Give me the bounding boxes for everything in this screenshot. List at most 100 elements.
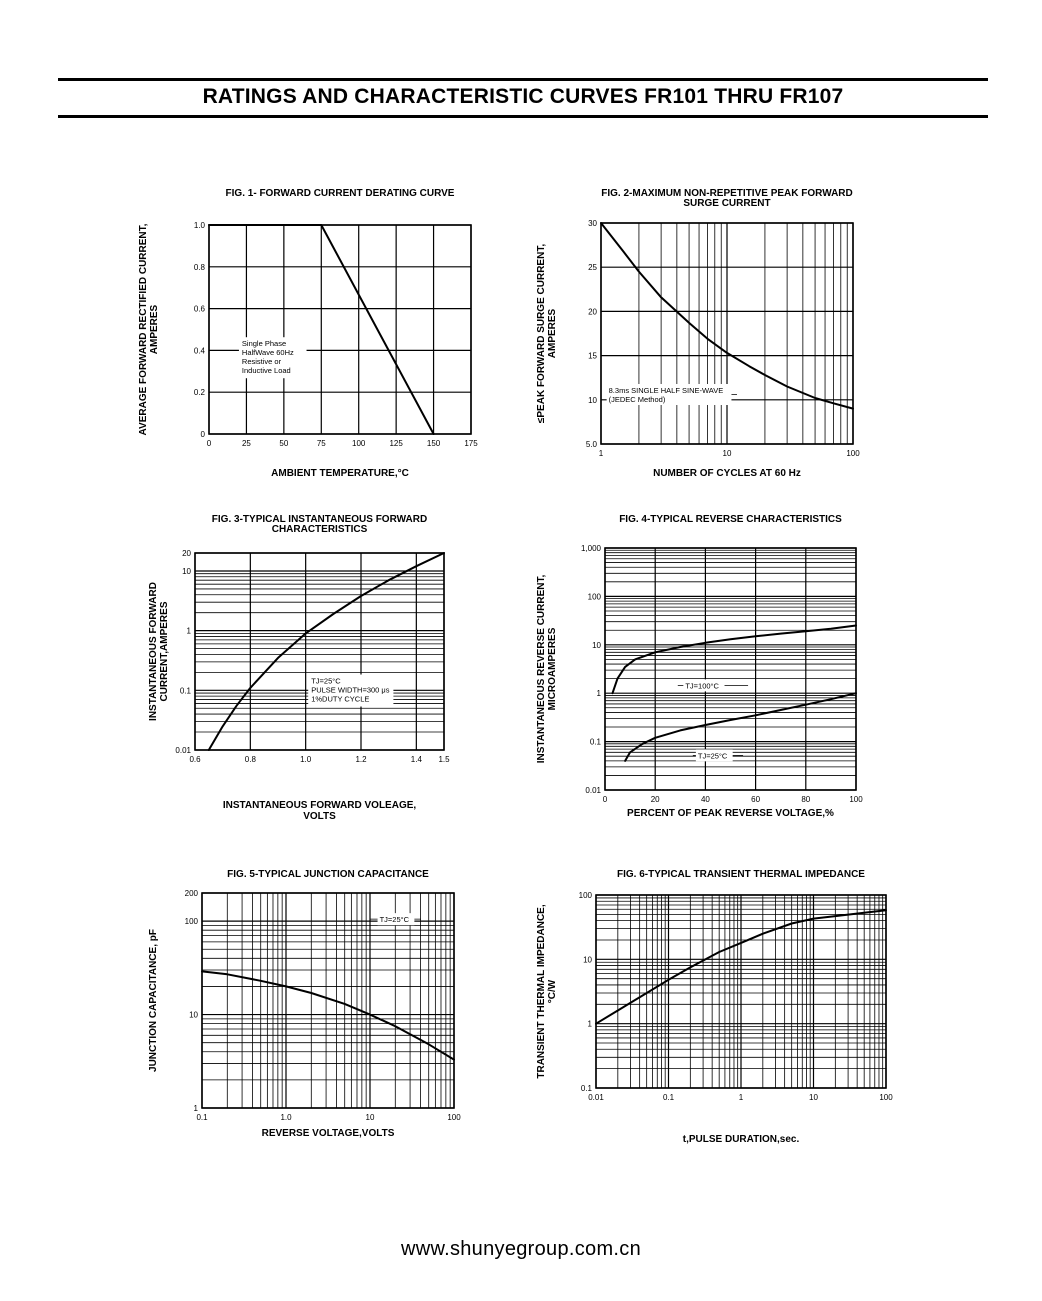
x-axis-label: AMBIENT TEMPERATURE,°C — [271, 468, 409, 479]
x-tick-label: 0.1 — [663, 1093, 675, 1102]
chart-fig3: 0.6 0.8 1.0 1.2 1.4 1.5 0.01 0.1 1 10 20 FIG. 3-TYP… — [148, 514, 450, 822]
x-tick-label: 25 — [242, 439, 251, 448]
y-tick-label: 0.2 — [194, 388, 206, 397]
x-axis-label: t,PULSE DURATION,sec. — [683, 1134, 800, 1145]
x-tick-label: 125 — [389, 439, 403, 448]
x-tick-label: 75 — [317, 439, 326, 448]
x-tick-label: 100 — [846, 449, 860, 458]
y-axis-label: TRANSIENT THERMAL IMPEDANCE, — [536, 904, 547, 1078]
x-tick-label: 0.1 — [196, 1113, 208, 1122]
x-tick-label: 1.2 — [355, 755, 367, 764]
y-tick-label: 1,000 — [581, 544, 602, 553]
series-line — [208, 224, 435, 435]
x-tick-label: 1.4 — [411, 755, 423, 764]
y-tick-label: 0.8 — [194, 263, 206, 272]
x-tick-label: 100 — [849, 795, 863, 804]
grid — [194, 552, 445, 751]
series-line — [207, 552, 445, 751]
y-tick-label: 100 — [185, 917, 199, 926]
y-tick-label: 200 — [185, 889, 199, 898]
x-tick-label: 10 — [723, 449, 732, 458]
y-tick-label: 0.01 — [175, 746, 191, 755]
y-axis-label: JUNCTION CAPACITANCE, pF — [148, 929, 159, 1072]
title-top-rule — [58, 78, 988, 81]
x-tick-label: 20 — [651, 795, 660, 804]
x-tick-label: 40 — [701, 795, 710, 804]
annotation-text: 8.3ms SINGLE HALF SINE-WAVE — [609, 386, 724, 395]
chart-title: FIG. 3-TYPICAL INSTANTANEOUS FORWARD — [212, 514, 427, 525]
annotation-text: Resistive or — [242, 357, 282, 366]
y-tick-label: 30 — [588, 219, 597, 228]
y-tick-label: 0 — [201, 430, 206, 439]
x-tick-label: 10 — [809, 1093, 818, 1102]
chart-fig2: 1 10 100 5.0 10 15 20 25 30 FIG. 2-MAXIMUM NON-RE… — [536, 188, 860, 479]
x-tick-label: 50 — [279, 439, 288, 448]
annotation-box — [308, 674, 394, 707]
x-axis-label: VOLTS — [303, 811, 336, 822]
y-tick-label: 1.0 — [194, 221, 206, 230]
grid — [201, 892, 455, 1109]
x-tick-label: 10 — [366, 1113, 375, 1122]
x-tick-label: 175 — [464, 439, 478, 448]
y-tick-label: 1 — [588, 1020, 593, 1029]
y-tick-label: 0.1 — [180, 686, 192, 695]
y-tick-label: 1 — [194, 1104, 199, 1113]
x-axis-label: INSTANTANEOUS FORWARD VOLEAGE, — [223, 800, 417, 811]
chart-title: FIG. 1- FORWARD CURRENT DERATING CURVE — [226, 188, 455, 199]
y-tick-label: 0.1 — [581, 1084, 593, 1093]
chart-title: CHARACTERISTICS — [272, 524, 368, 535]
plot-frame — [600, 222, 854, 445]
y-tick-label: 5.0 — [586, 440, 598, 449]
annotation-text: TJ=25°C — [380, 915, 410, 924]
y-axis-label: CURRENT,AMPERES — [159, 601, 170, 701]
y-axis-label: INSTANTANEOUS REVERSE CURRENT, — [536, 575, 547, 764]
y-axis-label: ≤PEAK FORWARD SURGE CURRENT, — [536, 244, 547, 423]
annotation-box — [683, 679, 725, 692]
chart-title: FIG. 6-TYPICAL TRANSIENT THERMAL IMPEDAN… — [617, 869, 865, 880]
page-title: RATINGS AND CHARACTERISTIC CURVES FR101 … — [202, 85, 844, 108]
annotation-box — [238, 337, 307, 379]
series-line — [201, 970, 455, 1061]
chart-title: SURGE CURRENT — [683, 198, 770, 209]
y-axis-label: AVERAGE FORWARD RECTIFIED CURRENT, — [138, 223, 149, 435]
footer-url[interactable]: www.shunyegroup.com.cn — [400, 1238, 642, 1260]
chart-title: FIG. 5-TYPICAL JUNCTION CAPACITANCE — [227, 869, 429, 880]
x-tick-label: 60 — [751, 795, 760, 804]
x-tick-label: 100 — [879, 1093, 893, 1102]
y-tick-label: 25 — [588, 263, 597, 272]
chart-title: FIG. 4-TYPICAL REVERSE CHARACTERISTICS — [619, 514, 842, 525]
y-tick-label: 10 — [588, 396, 597, 405]
y-tick-label: 10 — [189, 1011, 198, 1020]
y-tick-label: 100 — [579, 891, 593, 900]
x-tick-label: 1.0 — [280, 1113, 292, 1122]
series-line — [624, 692, 857, 762]
y-tick-label: 0.01 — [585, 786, 601, 795]
annotation-text: TJ=25°C — [311, 677, 341, 686]
annotation-text: Single Phase — [242, 339, 286, 348]
title-bottom-rule — [58, 115, 988, 118]
x-tick-label: 0 — [207, 439, 212, 448]
annotation-box — [606, 383, 732, 405]
y-tick-label: 0.4 — [194, 346, 206, 355]
x-axis-label: REVERSE VOLTAGE,VOLTS — [262, 1128, 395, 1139]
series-line — [595, 909, 887, 1025]
y-axis-label: AMPERES — [547, 308, 558, 358]
y-tick-label: 10 — [592, 641, 601, 650]
x-axis-label: PERCENT OF PEAK REVERSE VOLTAGE,% — [627, 808, 834, 819]
annotation-box — [377, 913, 415, 926]
chart-fig1: 0 25 50 75 100 125 150 175 0 0.2 0.4 0.6 0.8 1.0 FIG. … — [138, 188, 478, 479]
x-tick-label: 1.0 — [300, 755, 312, 764]
x-tick-label: 0.01 — [588, 1093, 604, 1102]
y-tick-label: 1 — [187, 627, 192, 636]
y-axis-label: AMPERES — [149, 304, 160, 354]
x-tick-label: 150 — [427, 439, 441, 448]
x-tick-label: 0 — [603, 795, 608, 804]
x-tick-label: 1 — [599, 449, 604, 458]
y-axis-label: MICROAMPERES — [547, 627, 558, 710]
y-axis-label: °C/W — [547, 979, 558, 1003]
plot-frame — [604, 547, 857, 791]
y-tick-label: 100 — [588, 592, 602, 601]
annotation-text: PULSE WIDTH=300 μs — [311, 686, 390, 695]
chart-fig5: 0.1 1.0 10 100 1 10 100 200 FIG. 5-TYPICAL JUNCT… — [148, 869, 461, 1139]
